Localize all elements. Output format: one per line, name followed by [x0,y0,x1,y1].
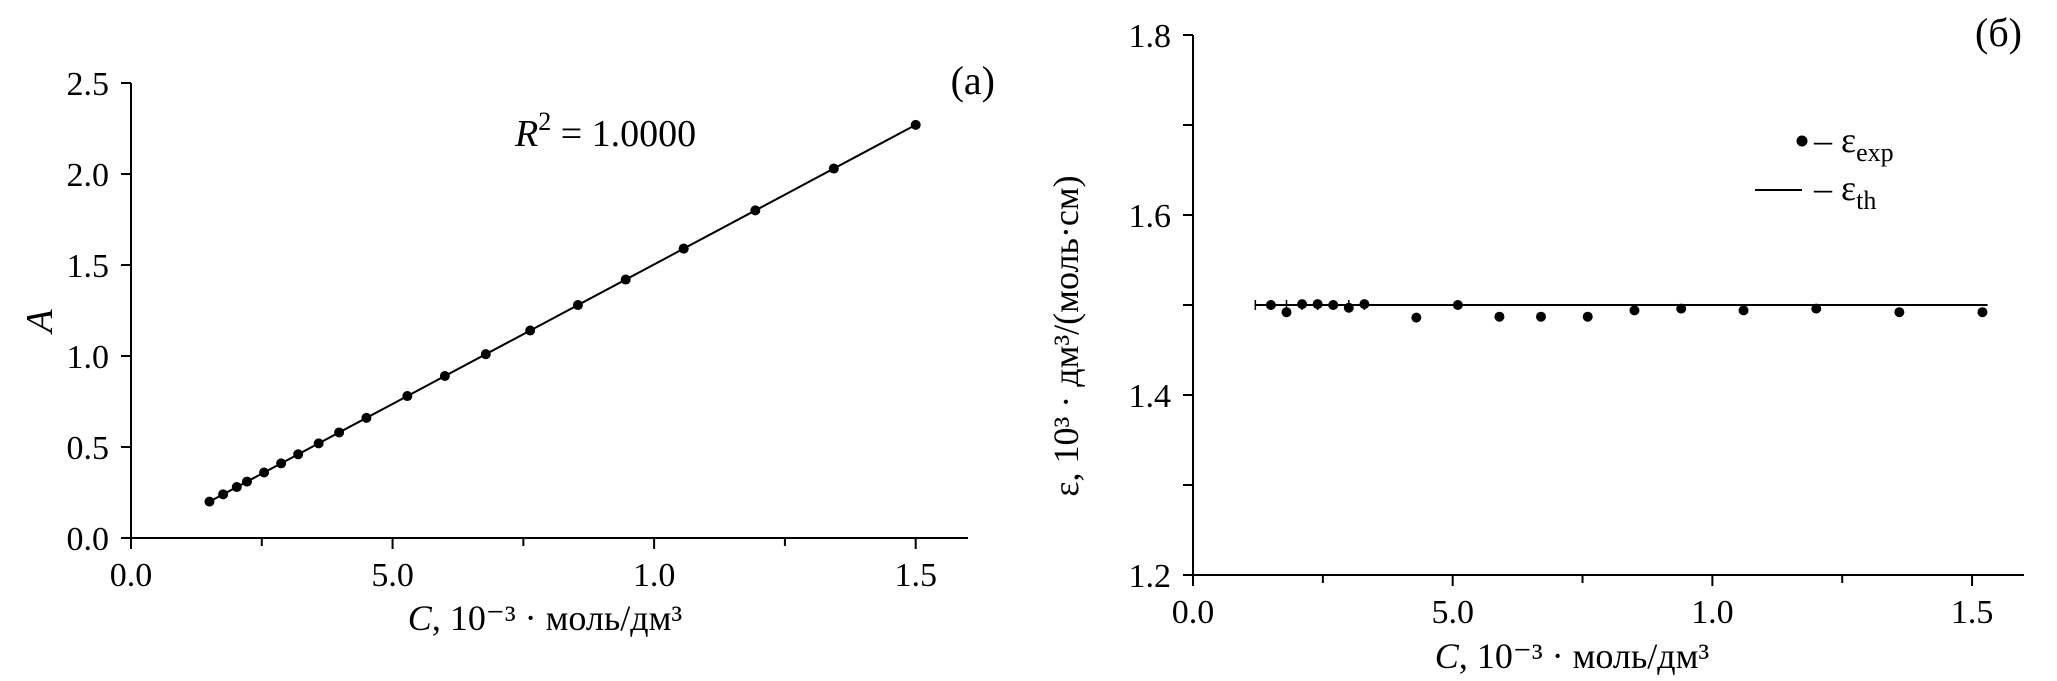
panel-a-data-point [231,482,242,493]
panel-b-data-point [1894,307,1905,318]
panel-b-data-point [1811,303,1822,314]
panel-b-x-tick-label: 0.0 [1172,594,1215,631]
panel-b-data-point [1629,305,1640,316]
panel-b-data-point [1452,300,1463,310]
panel-a-x-unit: , 10⁻³ · моль/дм³ [432,598,683,638]
legend-exp-symbol: ε [1841,120,1856,160]
panel-a-data-point [678,243,689,254]
panel-b-x-var: C [1435,636,1460,676]
panel-a-y-axis-label: A [19,309,61,336]
legend-exp-dash: – [1813,120,1841,160]
panel-b-data-point [1328,300,1339,310]
legend-th-label: – εth [1813,168,1876,215]
panel-b-y-tick-label: 1.2 [1129,558,1172,595]
panel-a-data-point [276,458,287,469]
panel-a-data-point [402,391,413,402]
panel-b-x-axis-label: C, 10⁻³ · моль/дм³ [1435,636,1710,676]
panel-a-data-point [241,476,252,487]
panel-a-y-tick-label: 2.5 [67,66,110,103]
panel-a-x-tick-label: 1.0 [633,557,676,594]
panel-b-data-point [1343,302,1354,313]
panel-a-data-point [525,325,536,336]
panel-a-r-squared: R2 = 1.0000 [514,107,696,155]
panel-a-y-tick-label: 0.0 [67,521,110,558]
panel-a-y-tick-label: 1.0 [67,339,110,376]
panel-b-chart: 1.2 1.4 1.6 1.8 0.0 5.0 1.0 1.5 (б) ε, 10³ · д… [1046,10,2024,676]
panel-b-data-point [1676,303,1687,314]
panel-b-x-ticks: 0.0 5.0 1.0 1.5 [1172,575,1994,631]
panel-a-data-points [204,119,921,507]
panel-a-fit-line [208,123,917,503]
panel-a-x-var: C [408,598,433,638]
panel-a-y-tick-label: 2.0 [67,157,110,194]
panel-b-y-tick-label: 1.6 [1129,198,1172,235]
panel-b-data-point [1265,300,1276,310]
legend-exp-marker [1796,135,1808,147]
panel-a-data-point [572,300,583,311]
panel-b-label: (б) [1975,10,2022,55]
panel-b-data-point [1411,312,1422,323]
panel-a-x-tick-label: 1.5 [894,557,937,594]
panel-a-x-axis-label: C, 10⁻³ · моль/дм³ [408,598,683,638]
panel-a-y-ticks: 0.0 0.5 1.0 1.5 2.0 2.5 [67,66,131,558]
panel-a-data-point [910,119,921,130]
panel-b-x-tick-label: 1.0 [1691,594,1734,631]
panel-a-data-point [439,371,450,382]
legend-th-dash: – [1813,168,1841,208]
panel-b-y-tick-label: 1.8 [1129,18,1172,55]
legend-exp-subscript: exp [1856,138,1894,167]
panel-a-label: (a) [951,58,995,103]
panel-b-data-points [1265,299,1988,323]
panel-a-axes [130,83,968,539]
panel-b-y-tick-label: 1.4 [1129,378,1172,415]
panel-b-x-unit: , 10⁻³ · моль/дм³ [1459,636,1710,676]
panel-b-legend: – εexp – εth [1755,120,1894,215]
panel-b-data-point [1312,299,1323,310]
panel-a-x-ticks: 0.0 5.0 1.0 1.5 [110,538,937,594]
panel-a-data-point [293,449,304,460]
panel-a-data-point [480,349,491,360]
panel-a-chart: 0.0 0.5 1.0 1.5 2.0 2.5 0.0 5.0 1.0 1.5 (a) R2 =… [19,58,995,638]
panel-a-data-point [620,274,631,285]
panel-a-x-tick-label: 0.0 [110,557,153,594]
panel-a-y-tick-label: 1.5 [67,248,110,285]
panel-b-data-point [1494,311,1505,322]
panel-a-data-point [828,163,839,174]
legend-exp-label: – εexp [1813,120,1894,167]
panel-b-data-point [1359,299,1370,310]
panel-a-data-point [313,438,324,449]
panel-b-data-point [1297,299,1308,310]
legend-th-subscript: th [1856,186,1876,215]
panel-a-data-point [204,496,215,507]
legend-th-symbol: ε [1841,168,1856,208]
panel-a-data-point [334,427,345,438]
panel-a-data-point [361,412,372,423]
panel-a-data-point [259,467,270,478]
panel-b-y-ticks: 1.2 1.4 1.6 1.8 [1129,18,1193,595]
panel-b-data-point [1281,307,1292,318]
panel-b-x-tick-label: 5.0 [1431,594,1474,631]
panel-b-data-point [1977,307,1988,318]
panel-a-y-tick-label: 0.5 [67,430,110,467]
r-squared-var: R [514,113,538,155]
panel-b-data-point [1535,311,1546,322]
panel-a-data-point [750,205,761,216]
r-squared-value: = 1.0000 [551,113,696,155]
r-squared-sup: 2 [538,107,551,136]
panel-b-y-axis-label: ε, 10³ · дм³/(моль·см) [1046,175,1086,496]
panel-a-x-tick-label: 5.0 [371,557,414,594]
panel-b-data-point [1582,311,1593,322]
panel-a-data-point [218,489,229,500]
panel-b-x-tick-label: 1.5 [1951,594,1994,631]
panel-a-regression-line [208,123,917,503]
panel-b-data-point [1738,305,1749,316]
